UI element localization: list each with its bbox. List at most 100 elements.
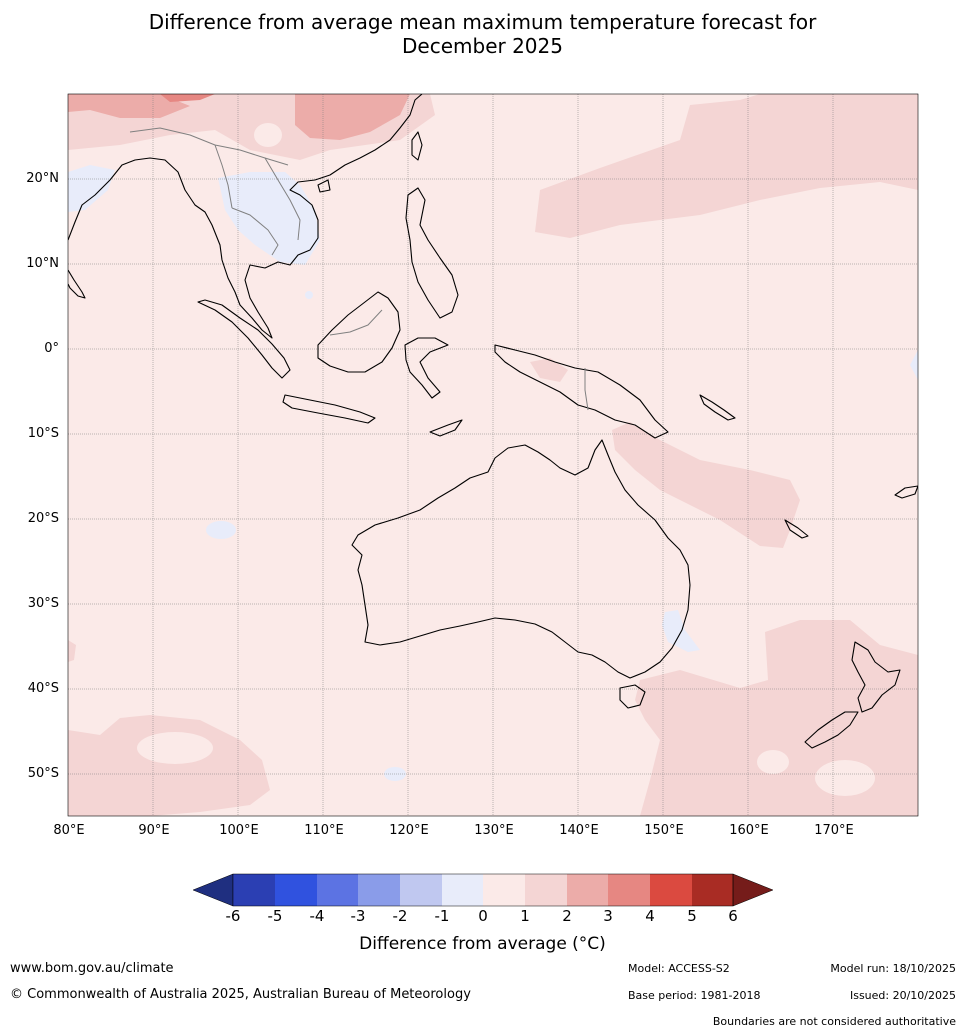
footer-model: Model: ACCESS-S2	[628, 962, 730, 975]
colorbar-tick-minus5: -5	[267, 907, 283, 925]
coast-sumatra	[197, 299, 291, 379]
coast-taiwan	[411, 131, 423, 161]
chart-title: Difference from average mean maximum tem…	[0, 10, 965, 58]
colorbar-arrow-low	[192, 873, 234, 907]
footer-website: www.bom.gov.au/climate	[10, 961, 174, 976]
coastlines	[68, 94, 918, 749]
coast-fiji	[894, 485, 918, 499]
border-laos-vietnam	[264, 157, 301, 241]
footer-model-run: Model run: 18/10/2025	[830, 962, 956, 975]
border-myanmar	[214, 144, 233, 209]
country-borders	[129, 127, 589, 411]
lon-label-160e: 160°E	[729, 823, 769, 838]
coast-borneo	[317, 291, 401, 373]
title-line-2: December 2025	[402, 34, 563, 58]
colorbar-outline	[232, 873, 734, 907]
negative-region-southern	[384, 767, 406, 781]
coast-tasmania	[619, 684, 646, 709]
footer-copyright: © Commonwealth of Australia 2025, Austra…	[10, 987, 471, 1002]
lon-label-90e: 90°E	[138, 823, 170, 838]
hole-tasman-a	[757, 750, 789, 774]
coast-australia	[351, 439, 691, 679]
lat-label-20s: 20°S	[27, 511, 59, 526]
footer-base-period: Base period: 1981-2018	[628, 989, 761, 1002]
coast-timor	[429, 419, 463, 437]
colorbar-tick-5: 5	[687, 907, 697, 925]
colorbar-segment-12	[692, 874, 733, 906]
colorbar-segment-5	[400, 874, 442, 906]
negative-region-indian-ocean	[206, 521, 236, 539]
colorbar-tick-minus2: -2	[392, 907, 408, 925]
coast-sulawesi	[404, 337, 449, 399]
map-frame-border	[67, 93, 919, 817]
negative-region-east-edge	[910, 350, 918, 380]
colorbar-segment-7	[483, 874, 525, 906]
anomaly-negative-regions	[68, 165, 918, 781]
anomaly-region-north-pacific	[535, 94, 918, 238]
lat-label-50s: 50°S	[27, 766, 59, 781]
colorbar-tick-2: 2	[562, 907, 572, 925]
hole-southern-ocean	[137, 732, 213, 764]
anomaly-2-3-region-himalaya	[68, 94, 190, 118]
anomaly-2-3-region-china	[295, 94, 410, 140]
coast-solomon	[699, 394, 736, 421]
lat-label-10n: 10°N	[26, 256, 59, 271]
lon-label-170e: 170°E	[814, 823, 854, 838]
border-thailand	[231, 207, 279, 256]
coast-asia-mainland	[68, 94, 423, 339]
colorbar-tick-minus3: -3	[350, 907, 366, 925]
colorbar-segment-9	[567, 874, 608, 906]
colorbar-tick-3: 3	[603, 907, 613, 925]
anomaly-region-india-edge	[68, 640, 76, 662]
colorbar-tick-minus6: -6	[225, 907, 241, 925]
anomaly-region-png	[530, 358, 568, 382]
lat-label-10s: 10°S	[27, 426, 59, 441]
colorbar-tick-minus4: -4	[309, 907, 325, 925]
lon-label-140e: 140°E	[559, 823, 599, 838]
coast-philippines	[405, 187, 459, 319]
footer-issued: Issued: 20/10/2025	[849, 989, 956, 1002]
lat-label-0: 0°	[44, 341, 59, 356]
colorbar-segment-2	[275, 874, 317, 906]
lon-label-100e: 100°E	[219, 823, 259, 838]
title-line-1: Difference from average mean maximum tem…	[148, 10, 817, 34]
map-area	[68, 94, 918, 816]
lon-label-120e: 120°E	[389, 823, 429, 838]
colorbar-tick-1: 1	[520, 907, 530, 925]
lat-label-30s: 30°S	[27, 596, 59, 611]
coast-new-guinea	[494, 344, 669, 439]
colorbar-tick-minus1: -1	[434, 907, 450, 925]
coast-nz-south	[804, 711, 859, 749]
lon-label-110e: 110°E	[304, 823, 344, 838]
colorbar-segment-8	[525, 874, 567, 906]
footer-disclaimer: Boundaries are not considered authoritat…	[712, 1015, 956, 1028]
colorbar-arrow-high	[732, 873, 774, 907]
lat-label-40s: 40°S	[27, 681, 59, 696]
negative-region-spot	[305, 291, 313, 299]
negative-region-arabian	[68, 165, 115, 212]
colorbar-segment-1	[233, 874, 275, 906]
coast-india	[68, 269, 86, 299]
coast-new-caledonia	[784, 519, 809, 539]
lon-label-130e: 130°E	[474, 823, 514, 838]
anomaly-3-4-region	[160, 94, 215, 102]
hole-tasman-b	[815, 760, 875, 796]
colorbar-segment-4	[358, 874, 400, 906]
anomaly-region-southern-ocean	[68, 715, 270, 816]
map-gridlines	[68, 94, 918, 816]
border-png	[584, 368, 589, 411]
colorbar-segment-6	[442, 874, 483, 906]
hole-south-china	[254, 123, 282, 147]
anomaly-region-coral-sea	[612, 422, 800, 548]
colorbar-segment-10	[608, 874, 650, 906]
negative-region-indochina	[218, 172, 320, 265]
lon-label-80e: 80°E	[53, 823, 85, 838]
border-borneo	[329, 309, 383, 336]
colorbar-tick-4: 4	[645, 907, 655, 925]
colorbar-segment-11	[650, 874, 692, 906]
coast-hainan	[317, 179, 331, 193]
lat-label-20n: 20°N	[26, 171, 59, 186]
lon-label-150e: 150°E	[644, 823, 684, 838]
colorbar-title: Difference from average (°C)	[359, 934, 606, 954]
